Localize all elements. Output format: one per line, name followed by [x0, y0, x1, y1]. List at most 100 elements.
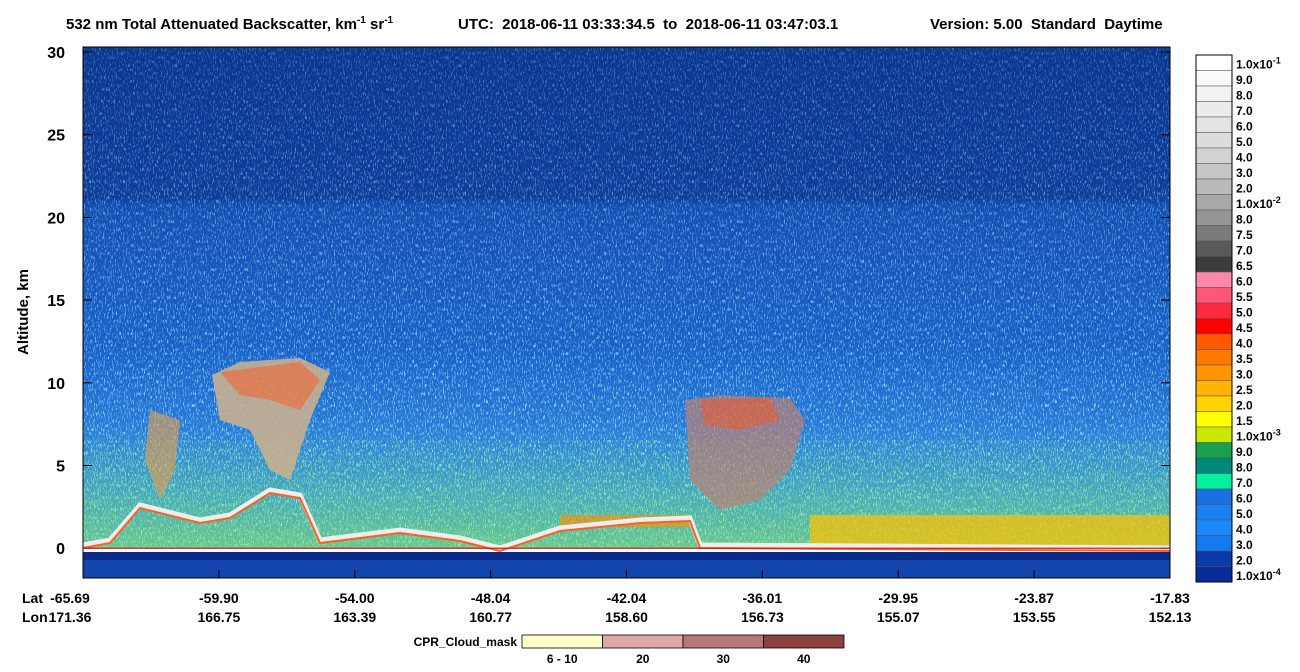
colorbar-label: 5.0	[1236, 306, 1253, 320]
colorbar-label: 2.0	[1236, 182, 1253, 196]
colorbar-box	[1195, 178, 1233, 195]
plot-image	[82, 47, 1171, 578]
surface-return	[82, 487, 1171, 551]
cpr-box	[521, 634, 603, 649]
colorbar-box	[1195, 488, 1233, 505]
colorbar-label: 5.0	[1236, 135, 1253, 149]
colorbar-label: 1.0x10-3	[1236, 428, 1281, 444]
colorbar-box	[1195, 380, 1233, 397]
colorbar-label: 4.0	[1236, 337, 1253, 351]
lat-tick-label: -65.69	[50, 590, 90, 606]
lat-tick-label: -23.87	[1014, 590, 1054, 606]
colorbar-label: 7.0	[1236, 104, 1253, 118]
cloud	[145, 410, 180, 500]
colorbar-label: 2.5	[1236, 383, 1253, 397]
colorbar-label: 7.0	[1236, 476, 1253, 490]
y-tick-label: 5	[56, 459, 65, 476]
title-utc: UTC: 2018-06-11 03:33:34.5 to 2018-06-11…	[458, 16, 838, 33]
cpr-label: 40	[797, 652, 811, 666]
lon-tick-label: 160.77	[469, 609, 512, 625]
lon-tick-label: 158.60	[605, 609, 648, 625]
cpr-title: CPR_Cloud_mask	[414, 635, 518, 649]
title-sup: -1	[384, 15, 393, 26]
lat-tick-label: -54.00	[335, 590, 375, 606]
lat-tick-label: -36.01	[743, 590, 783, 606]
lat-tick-label: -48.04	[471, 590, 511, 606]
title-version: Version: 5.00 Standard Daytime	[930, 16, 1163, 33]
colorbar-box	[1195, 318, 1233, 335]
colorbar-label: 4.0	[1236, 151, 1253, 165]
colorbar-box	[1195, 535, 1233, 552]
boundary-layer	[810, 515, 1170, 545]
lat-label: Lat	[22, 590, 43, 606]
colorbar-box	[1195, 364, 1233, 381]
colorbar-label: 3.0	[1236, 368, 1253, 382]
colorbar-label: 8.0	[1236, 213, 1253, 227]
colorbar-box	[1195, 163, 1233, 180]
colorbar-box	[1195, 271, 1233, 288]
title-part: 532 nm Total Attenuated Backscatter, km	[66, 16, 357, 33]
chart-title: 532 nm Total Attenuated Backscatter, km-…	[66, 15, 394, 33]
lon-tick-label: 152.13	[1149, 609, 1192, 625]
lon-tick-label: 166.75	[197, 609, 240, 625]
colorbar-label: 6.0	[1236, 275, 1253, 289]
colorbar-label: 3.0	[1236, 538, 1253, 552]
title-part: sr	[366, 16, 385, 33]
colorbar-box	[1195, 287, 1233, 304]
lon-tick-label: 153.55	[1013, 609, 1056, 625]
colorbar-label: 6.0	[1236, 120, 1253, 134]
colorbar-box	[1195, 85, 1233, 102]
colorbar-box	[1195, 442, 1233, 459]
colorbar-box	[1195, 411, 1233, 428]
colorbar-label: 2.0	[1236, 554, 1253, 568]
lat-tick-label: -59.90	[199, 590, 239, 606]
colorbar-label: 1.0x10-1	[1236, 56, 1281, 72]
lat-tick-label: -29.95	[878, 590, 918, 606]
colorbar-label: 7.0	[1236, 244, 1253, 258]
y-tick-label: 0	[56, 541, 65, 558]
lon-tick-label: 171.36	[49, 609, 92, 625]
colorbar-label-base: 1.0x10	[1236, 430, 1273, 444]
clouds	[145, 358, 1170, 545]
colorbar-box	[1195, 566, 1233, 583]
colorbar-label: 1.0x10-2	[1236, 195, 1281, 211]
colorbar-label: 6.0	[1236, 492, 1253, 506]
colorbar-box	[1195, 101, 1233, 118]
colorbar-box	[1195, 132, 1233, 149]
colorbar-box	[1195, 333, 1233, 350]
y-tick-label: 30	[47, 45, 65, 62]
cpr-box	[682, 634, 764, 649]
colorbar-box	[1195, 550, 1233, 567]
colorbar-label-exp: -1	[1273, 56, 1281, 66]
lon-label: Lon	[22, 609, 48, 625]
colorbar-label: 5.0	[1236, 507, 1253, 521]
cpr-label: 20	[636, 652, 650, 666]
y-tick-label: 20	[47, 210, 65, 227]
colorbar-label: 1.0x10-4	[1236, 567, 1281, 583]
colorbar-label: 4.0	[1236, 523, 1253, 537]
colorbar-label-base: 1.0x10	[1236, 197, 1273, 211]
colorbar-box	[1195, 70, 1233, 87]
colorbar-label-exp: -4	[1273, 567, 1281, 577]
lon-tick-label: 156.73	[741, 609, 784, 625]
y-tick-label: 10	[47, 376, 65, 393]
colorbar-box	[1195, 473, 1233, 490]
lat-tick-label: -42.04	[607, 590, 647, 606]
surface-return-edge	[82, 491, 1171, 553]
colorbar-label: 7.5	[1236, 228, 1253, 242]
colorbar-box	[1195, 54, 1233, 71]
colorbar-box	[1195, 256, 1233, 273]
colorbar-box	[1195, 116, 1233, 133]
colorbar-box	[1195, 395, 1233, 412]
colorbar-label: 9.0	[1236, 445, 1253, 459]
colorbar-box	[1195, 426, 1233, 443]
cpr-label: 6 - 10	[547, 652, 578, 666]
cpr-label: 30	[717, 652, 731, 666]
title-sup: -1	[357, 15, 366, 26]
colorbar-box	[1195, 194, 1233, 211]
colorbar-box	[1195, 209, 1233, 226]
colorbar-label: 5.5	[1236, 290, 1253, 304]
y-axis-label: Altitude, km	[15, 269, 32, 355]
colorbar-box	[1195, 225, 1233, 242]
